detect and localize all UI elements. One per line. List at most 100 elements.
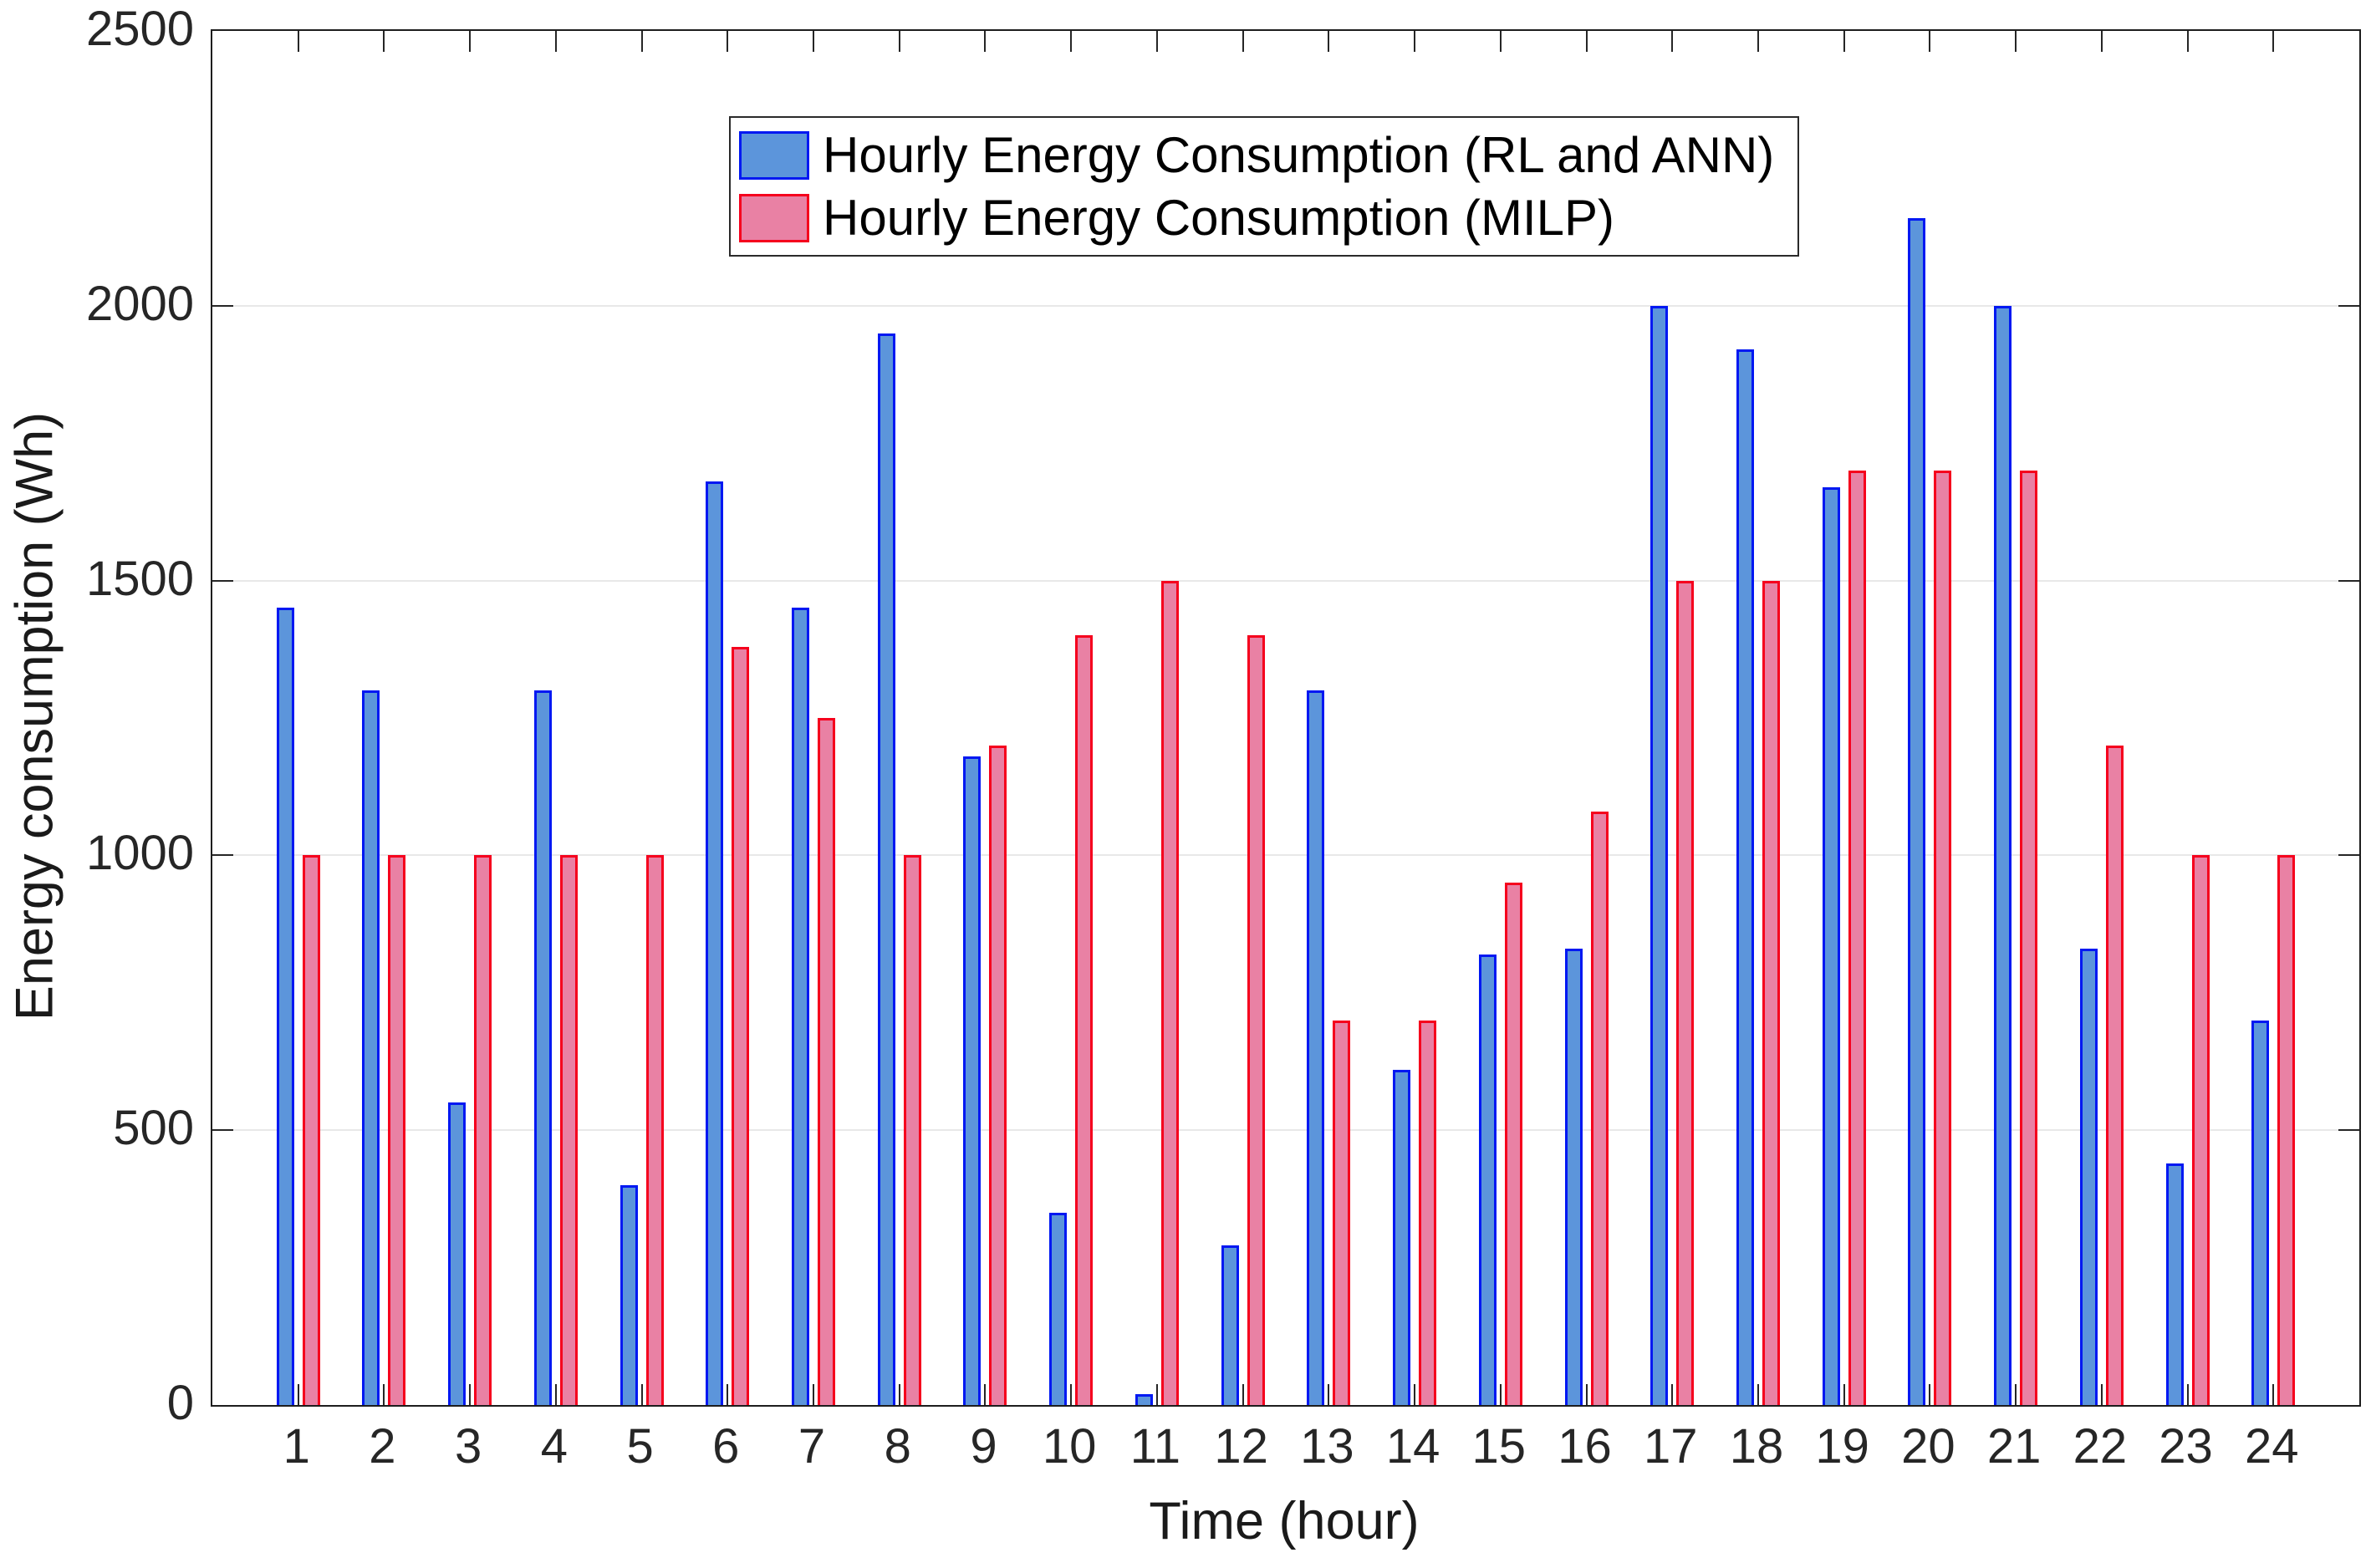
y-axis-title-text: Energy consumption (Wh)	[5, 411, 64, 1021]
x-tick-top-22	[2100, 31, 2103, 52]
gridline-y-1500	[212, 579, 2359, 582]
bar-rl-ann-hour-21	[1994, 306, 2012, 1405]
x-tick-top-12	[1242, 31, 1244, 52]
x-tick-label-3: 3	[455, 1419, 482, 1474]
bar-rl-ann-hour-5	[620, 1185, 638, 1405]
y-tick-right	[2338, 304, 2359, 307]
x-tick-label-9: 9	[970, 1419, 997, 1474]
x-tick-top-1	[297, 31, 299, 52]
x-tick-top-23	[2186, 31, 2189, 52]
y-tick-left	[212, 304, 233, 307]
x-tick-top-3	[469, 31, 472, 52]
y-tick-label-1500: 1500	[85, 551, 194, 606]
bar-rl-ann-hour-22	[2079, 949, 2098, 1405]
x-tick-top-17	[1671, 31, 1674, 52]
plot-area	[211, 29, 2361, 1407]
bar-milp-hour-5	[645, 855, 664, 1405]
x-tick-label-24: 24	[2245, 1419, 2299, 1474]
x-tick-label-20: 20	[1901, 1419, 1955, 1474]
bar-rl-ann-hour-11	[1135, 1394, 1153, 1405]
x-tick-top-7	[813, 31, 815, 52]
y-tick-left	[212, 1129, 233, 1132]
x-tick-label-4: 4	[540, 1419, 568, 1474]
bar-milp-hour-21	[2020, 471, 2038, 1405]
x-tick-label-6: 6	[712, 1419, 740, 1474]
bar-milp-hour-6	[732, 647, 750, 1405]
x-tick-bottom-15	[1499, 1384, 1502, 1405]
bar-milp-hour-12	[1247, 635, 1265, 1405]
gridline-y-500	[212, 1129, 2359, 1132]
bar-milp-hour-14	[1419, 1021, 1437, 1405]
x-tick-label-12: 12	[1214, 1419, 1268, 1474]
x-tick-label-16: 16	[1558, 1419, 1612, 1474]
x-tick-label-7: 7	[798, 1419, 826, 1474]
bar-milp-hour-11	[1160, 581, 1179, 1405]
x-tick-bottom-21	[2015, 1384, 2017, 1405]
bar-milp-hour-9	[989, 746, 1007, 1405]
x-tick-bottom-12	[1242, 1384, 1244, 1405]
y-tick-label-2500: 2500	[85, 2, 194, 56]
x-tick-top-24	[2272, 31, 2275, 52]
y-tick-label-1000: 1000	[85, 826, 194, 881]
bar-rl-ann-hour-24	[2251, 1021, 2270, 1405]
bar-milp-hour-17	[1676, 581, 1695, 1405]
y-tick-left	[212, 854, 233, 857]
x-tick-label-2: 2	[369, 1419, 396, 1474]
x-tick-top-8	[898, 31, 900, 52]
x-tick-top-20	[1929, 31, 1931, 52]
y-tick-right	[2338, 1129, 2359, 1132]
bar-rl-ann-hour-1	[276, 608, 294, 1405]
bar-milp-hour-23	[2191, 855, 2210, 1405]
x-axis-title: Time (hour)	[1149, 1492, 1420, 1550]
bar-rl-ann-hour-9	[963, 756, 982, 1405]
x-tick-top-6	[727, 31, 729, 52]
x-tick-bottom-9	[984, 1384, 987, 1405]
x-tick-bottom-7	[813, 1384, 815, 1405]
bar-rl-ann-hour-14	[1393, 1070, 1411, 1405]
bar-rl-ann-hour-13	[1307, 690, 1325, 1405]
bar-milp-hour-3	[474, 855, 492, 1405]
x-tick-top-14	[1414, 31, 1416, 52]
x-tick-label-23: 23	[2159, 1419, 2213, 1474]
x-tick-label-18: 18	[1729, 1419, 1784, 1474]
x-tick-bottom-17	[1671, 1384, 1674, 1405]
x-tick-label-15: 15	[1471, 1419, 1527, 1474]
bar-rl-ann-hour-7	[792, 608, 810, 1405]
x-tick-label-11: 11	[1129, 1419, 1181, 1474]
bar-rl-ann-hour-3	[448, 1102, 467, 1405]
y-tick-label-2000: 2000	[85, 276, 194, 331]
bar-rl-ann-hour-23	[2165, 1163, 2184, 1405]
bar-milp-hour-8	[903, 855, 921, 1405]
legend: Hourly Energy Consumption (RL and ANN) H…	[729, 116, 1800, 257]
x-tick-label-17: 17	[1643, 1419, 1698, 1474]
x-tick-top-18	[1757, 31, 1759, 52]
gridline-y-2000	[212, 304, 2359, 307]
x-tick-label-22: 22	[2073, 1419, 2128, 1474]
bar-rl-ann-hour-17	[1650, 306, 1669, 1405]
x-tick-bottom-8	[898, 1384, 900, 1405]
x-tick-bottom-13	[1328, 1384, 1330, 1405]
legend-label-milp: Hourly Energy Consumption (MILP)	[823, 190, 1615, 246]
x-tick-bottom-16	[1585, 1384, 1588, 1405]
x-tick-label-1: 1	[283, 1419, 310, 1474]
y-tick-left	[212, 579, 233, 582]
x-tick-top-15	[1499, 31, 1502, 52]
bar-rl-ann-hour-6	[706, 481, 724, 1405]
bar-rl-ann-hour-2	[362, 690, 380, 1405]
x-tick-label-10: 10	[1042, 1419, 1097, 1474]
y-tick-label-0: 0	[166, 1376, 194, 1430]
x-tick-label-21: 21	[1986, 1419, 2042, 1474]
bar-rl-ann-hour-19	[1822, 487, 1840, 1405]
legend-swatch-milp	[739, 193, 809, 242]
x-tick-top-2	[383, 31, 385, 52]
x-tick-top-9	[984, 31, 987, 52]
bar-rl-ann-hour-20	[1908, 218, 1926, 1405]
bar-milp-hour-1	[302, 855, 320, 1405]
x-tick-top-19	[1843, 31, 1845, 52]
bar-milp-hour-16	[1590, 812, 1609, 1405]
y-tick-right	[2338, 579, 2359, 582]
bar-milp-hour-20	[1934, 471, 1952, 1405]
x-tick-top-16	[1585, 31, 1588, 52]
x-tick-bottom-19	[1843, 1384, 1845, 1405]
legend-swatch-rl-ann	[739, 130, 809, 180]
